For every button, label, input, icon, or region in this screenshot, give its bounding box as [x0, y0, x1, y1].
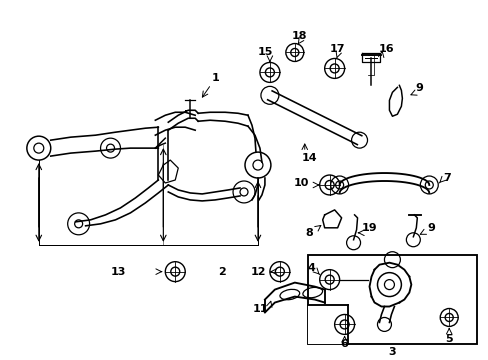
Text: 11: 11: [252, 305, 267, 315]
Text: 12: 12: [250, 267, 265, 276]
Text: 18: 18: [291, 31, 307, 41]
Text: 13: 13: [111, 267, 126, 276]
Text: 9: 9: [414, 84, 423, 93]
Bar: [307, 305, 347, 345]
Text: 6: 6: [340, 339, 348, 349]
Text: 15: 15: [257, 48, 272, 58]
Text: 14: 14: [301, 153, 317, 163]
Text: 19: 19: [361, 223, 377, 233]
Text: 17: 17: [329, 44, 345, 54]
Text: 9: 9: [427, 223, 434, 233]
Text: 16: 16: [378, 44, 393, 54]
Text: 8: 8: [305, 228, 313, 238]
Text: 1: 1: [211, 73, 219, 84]
Text: 2: 2: [218, 267, 225, 276]
Text: 4: 4: [307, 263, 315, 273]
Text: 10: 10: [293, 178, 309, 188]
Text: 7: 7: [443, 173, 450, 183]
Bar: [307, 255, 476, 345]
Text: 3: 3: [388, 347, 395, 357]
Text: 5: 5: [445, 334, 452, 345]
